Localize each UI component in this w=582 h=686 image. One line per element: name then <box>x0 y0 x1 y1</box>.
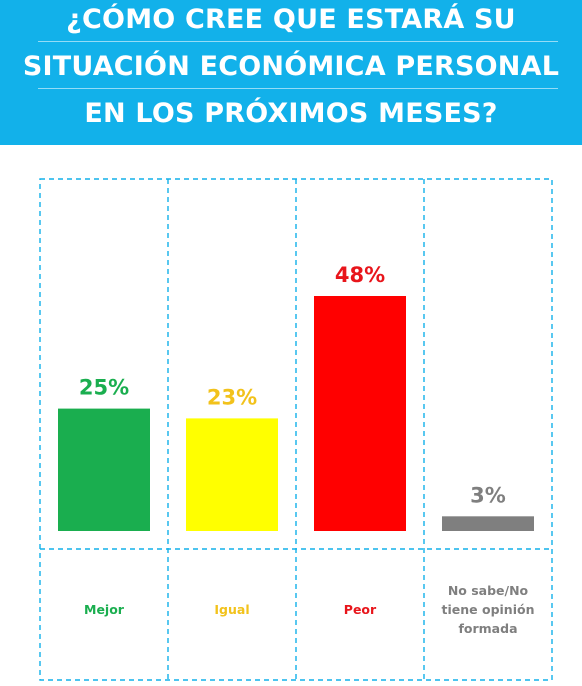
category-label-2: Igual <box>214 602 249 617</box>
chart-frame <box>39 178 553 681</box>
title-rule-2 <box>38 88 558 89</box>
value-label-1: 25% <box>79 376 129 400</box>
title-line-1: ¿CÓMO CREE QUE ESTARÁ SU <box>66 4 516 35</box>
category-label-line: formada <box>458 621 517 636</box>
value-label-2: 23% <box>207 385 257 409</box>
category-label-line: No sabe/No <box>448 583 529 598</box>
title-banner: ¿CÓMO CREE QUE ESTARÁ SU SITUACIÓN ECONÓ… <box>0 0 582 145</box>
bar-2 <box>186 418 278 531</box>
title-rule-1 <box>38 41 558 42</box>
category-label-4: No sabe/No tiene opinión formada <box>442 583 535 636</box>
title-line-3: EN LOS PRÓXIMOS MESES? <box>84 98 498 129</box>
value-label-4: 3% <box>470 483 506 507</box>
bar-3 <box>314 296 406 531</box>
category-label-3: Peor <box>344 602 377 617</box>
category-label-line: Mejor <box>84 602 125 617</box>
category-label-line: tiene opinión <box>442 602 535 617</box>
bar-1 <box>58 408 150 531</box>
category-label-line: Peor <box>344 602 377 617</box>
category-label-1: Mejor <box>84 602 125 617</box>
bar-4 <box>442 516 534 531</box>
title-line-2: SITUACIÓN ECONÓMICA PERSONAL <box>22 51 560 82</box>
value-label-3: 48% <box>335 263 385 287</box>
category-label-line: Igual <box>214 602 249 617</box>
value-labels-group: 25% 23% 48% 3% <box>79 263 506 507</box>
category-labels-group: Mejor Igual Peor No sabe/No tiene opinión for… <box>84 583 534 636</box>
bars-group <box>58 296 534 531</box>
